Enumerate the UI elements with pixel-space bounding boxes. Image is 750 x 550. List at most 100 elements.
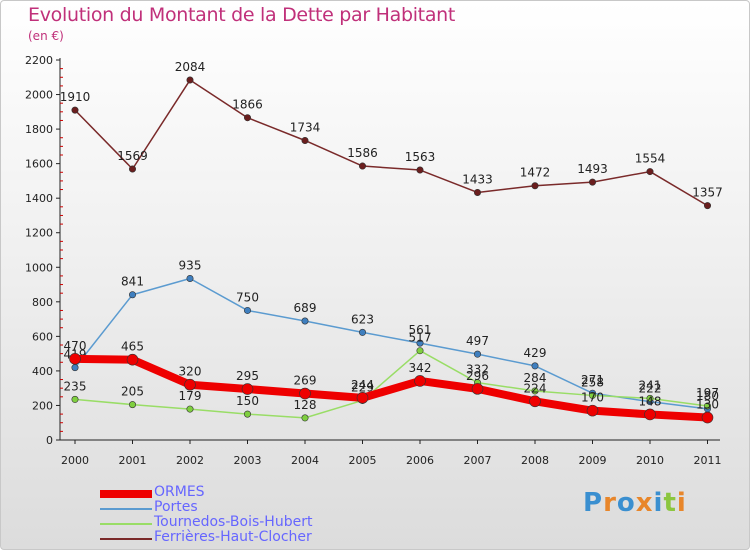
data-point-ferrieres-haut-clocher — [588, 178, 596, 186]
data-point-tournedos-bois-hubert — [244, 410, 252, 418]
data-label-tournedos-bois-hubert: 332 — [466, 363, 489, 377]
data-point-ferrieres-haut-clocher — [186, 76, 194, 84]
data-point-portes — [358, 328, 366, 336]
data-label-portes: 180 — [696, 389, 719, 403]
x-tick-label: 2003 — [234, 454, 262, 467]
data-point-ormes — [184, 378, 196, 391]
data-label-tournedos-bois-hubert: 205 — [121, 385, 144, 399]
data-point-ferrieres-haut-clocher — [129, 165, 137, 173]
data-point-portes — [129, 291, 137, 299]
data-label-portes: 935 — [179, 259, 202, 273]
data-label-tournedos-bois-hubert: 197 — [696, 386, 719, 400]
data-point-tournedos-bois-hubert — [416, 347, 424, 355]
series-line-ormes — [71, 354, 712, 422]
legend-label: Ferrières-Haut-Clocher — [154, 529, 312, 545]
data-point-tournedos-bois-hubert — [71, 395, 79, 403]
data-label-portes: 429 — [524, 346, 547, 360]
x-tick-label: 2002 — [176, 454, 204, 467]
x-tick-label: 2004 — [291, 454, 319, 467]
y-tick-label: 1200 — [25, 227, 53, 240]
data-label-tournedos-bois-hubert: 128 — [294, 398, 317, 412]
legend-swatch — [100, 523, 152, 525]
data-label-ferrieres-haut-clocher: 1357 — [692, 186, 723, 200]
series-line-portes — [74, 277, 709, 410]
logo-letter: i — [676, 488, 687, 518]
data-point-portes — [244, 306, 252, 314]
data-point-ormes — [586, 404, 599, 417]
data-point-tournedos-bois-hubert — [588, 391, 596, 399]
data-label-tournedos-bois-hubert: 179 — [179, 389, 202, 403]
data-label-ormes: 470 — [64, 339, 87, 353]
y-tick-label: 1000 — [25, 261, 53, 274]
y-tick-label: 600 — [32, 330, 53, 343]
data-label-ferrieres-haut-clocher: 1866 — [232, 98, 263, 112]
data-label-ferrieres-haut-clocher: 1569 — [117, 149, 148, 163]
data-point-ferrieres-haut-clocher — [301, 136, 309, 144]
data-label-ormes: 342 — [409, 361, 432, 375]
data-point-ormes — [414, 375, 426, 387]
data-label-tournedos-bois-hubert: 241 — [639, 378, 662, 392]
data-label-ferrieres-haut-clocher: 1433 — [462, 172, 493, 186]
y-tick-label: 1600 — [25, 158, 53, 171]
chart-unit: (en €) — [28, 29, 64, 43]
chart-title: Evolution du Montant de la Dette par Hab… — [28, 4, 456, 26]
legend-swatch — [100, 508, 152, 510]
data-label-portes: 841 — [121, 275, 144, 289]
data-point-portes — [531, 362, 539, 370]
data-label-ferrieres-haut-clocher: 1910 — [60, 90, 91, 104]
data-label-ferrieres-haut-clocher: 1493 — [577, 162, 608, 176]
data-label-ormes: 244 — [351, 378, 374, 392]
data-label-tournedos-bois-hubert: 229 — [351, 380, 374, 394]
data-label-ferrieres-haut-clocher: 1734 — [290, 120, 321, 134]
data-point-ferrieres-haut-clocher — [244, 114, 252, 122]
data-point-ferrieres-haut-clocher — [531, 182, 539, 190]
logo-letter: t — [663, 488, 677, 518]
data-label-ormes: 296 — [466, 369, 489, 383]
data-point-ormes — [69, 353, 81, 365]
y-tick-label: 1400 — [25, 192, 53, 205]
y-tick-label: 2200 — [25, 54, 53, 67]
data-label-ormes: 320 — [179, 365, 202, 379]
data-label-tournedos-bois-hubert: 235 — [64, 379, 87, 393]
x-tick-label: 2009 — [579, 454, 607, 467]
data-label-ferrieres-haut-clocher: 2084 — [175, 60, 206, 74]
data-point-tournedos-bois-hubert — [646, 394, 654, 402]
data-point-tournedos-bois-hubert — [129, 401, 137, 409]
data-point-ormes — [126, 353, 139, 366]
data-label-portes: 689 — [294, 301, 317, 315]
series-line-ferrieres-haut-clocher — [74, 79, 709, 207]
data-point-ormes — [701, 411, 714, 424]
logo-letter: x — [635, 488, 654, 518]
data-label-ferrieres-haut-clocher: 1586 — [347, 146, 378, 160]
x-tick-label: 2010 — [636, 454, 664, 467]
data-label-tournedos-bois-hubert: 284 — [524, 371, 547, 385]
data-point-ormes — [529, 395, 541, 408]
data-point-ferrieres-haut-clocher — [646, 168, 654, 176]
data-label-ormes: 465 — [121, 340, 144, 354]
y-tick-label: 800 — [32, 296, 53, 309]
data-label-ferrieres-haut-clocher: 1563 — [405, 150, 436, 164]
logo-letter: o — [616, 488, 636, 518]
data-point-ferrieres-haut-clocher — [358, 162, 366, 170]
data-label-ferrieres-haut-clocher: 1554 — [635, 152, 666, 166]
data-label-tournedos-bois-hubert: 258 — [581, 375, 604, 389]
data-point-portes — [473, 350, 481, 358]
x-tick-label: 2005 — [349, 454, 377, 467]
data-label-ormes: 170 — [581, 391, 604, 405]
data-point-ferrieres-haut-clocher — [703, 202, 711, 210]
data-point-portes — [416, 339, 424, 347]
data-point-tournedos-bois-hubert — [186, 405, 194, 413]
logo-letter: i — [653, 488, 664, 518]
data-label-portes: 561 — [409, 323, 432, 337]
data-point-ferrieres-haut-clocher — [416, 166, 424, 174]
data-point-ferrieres-haut-clocher — [473, 188, 481, 196]
data-point-ormes — [471, 383, 484, 395]
x-tick-label: 2006 — [406, 454, 434, 467]
data-point-tournedos-bois-hubert — [531, 387, 539, 395]
logo-letter: P — [583, 488, 604, 518]
proxiti-logo: Proxiti — [583, 488, 687, 518]
logo-letter: r — [603, 488, 617, 518]
legend-label: ORMES — [154, 484, 205, 500]
